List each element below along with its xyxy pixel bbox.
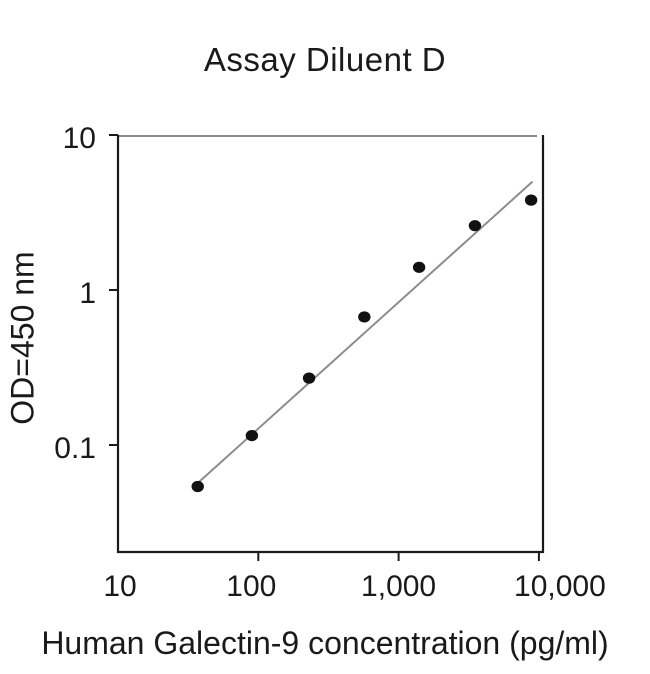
data-point <box>468 220 482 232</box>
x-tick-label: 10 <box>103 570 136 603</box>
x-tick-label: 10,000 <box>514 570 606 603</box>
data-point <box>245 429 259 442</box>
data-point <box>412 261 426 273</box>
data-point <box>358 311 371 323</box>
data-point <box>524 194 538 206</box>
data-point <box>302 372 316 384</box>
x-tick-label: 100 <box>226 570 276 603</box>
y-tick-label: 10 <box>63 122 96 155</box>
y-tick-label: 1 <box>79 277 96 310</box>
x-axis-label: Human Galectin-9 concentration (pg/ml) <box>41 625 609 661</box>
chart-title: Assay Diluent D <box>203 41 447 78</box>
y-tick-label: 0.1 <box>54 432 96 465</box>
data-point <box>191 480 204 493</box>
x-tick-label: 1,000 <box>361 570 436 603</box>
